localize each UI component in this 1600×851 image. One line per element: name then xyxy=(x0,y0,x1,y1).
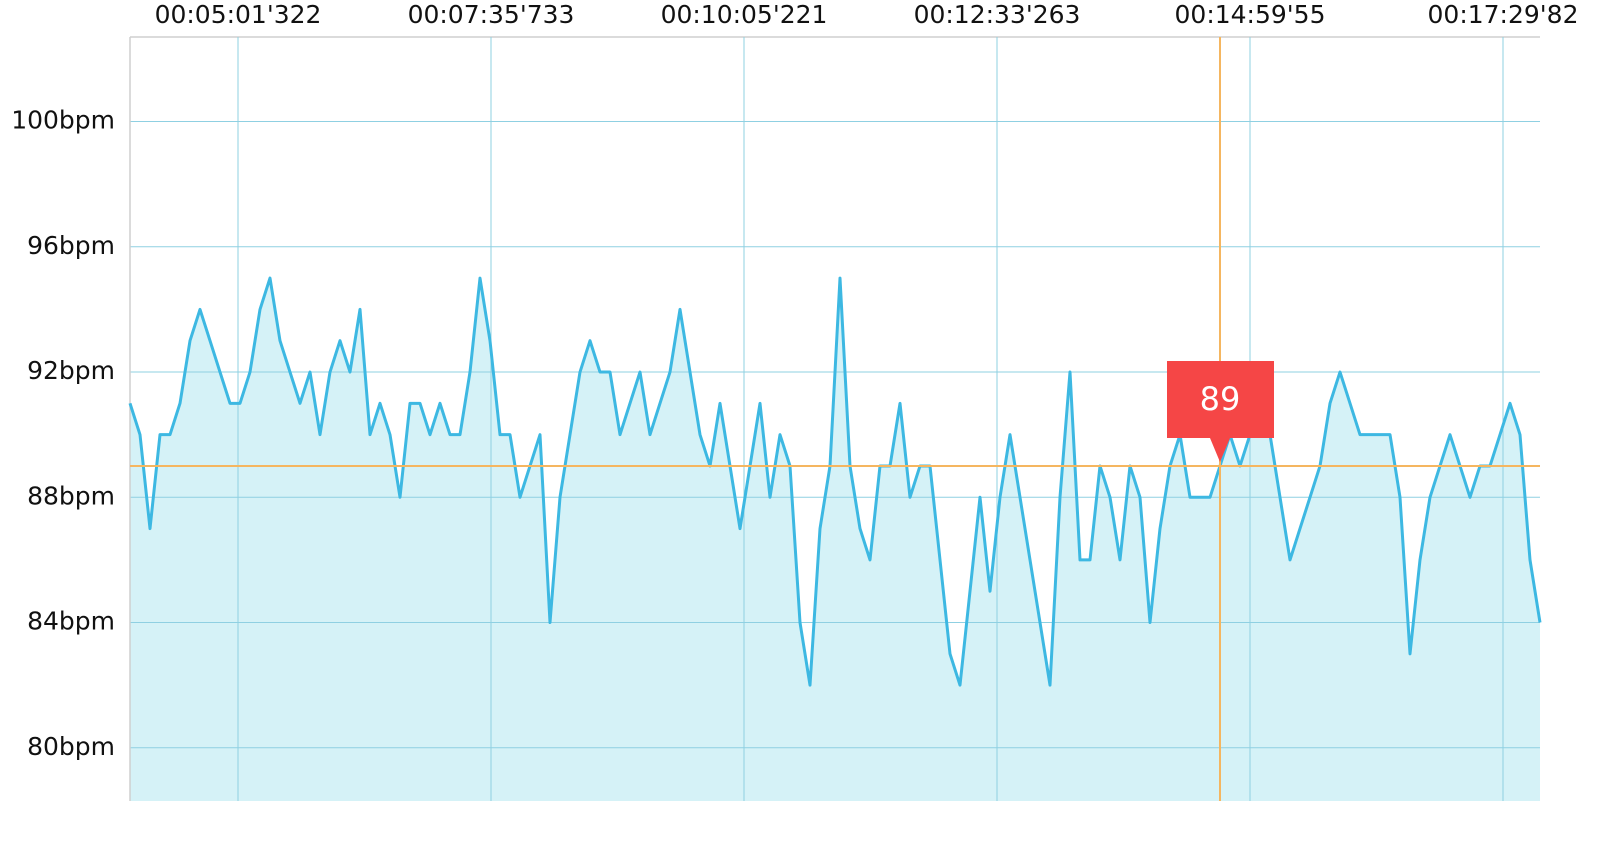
area-fill xyxy=(130,278,1540,801)
y-tick-label: 84bpm xyxy=(27,607,115,636)
x-tick-label: 00:10:05'221 xyxy=(661,0,828,29)
tooltip-value: 89 xyxy=(1200,380,1241,418)
tooltip-box xyxy=(1167,361,1274,462)
line xyxy=(128,276,1542,687)
y-tick-label: 96bpm xyxy=(27,231,115,260)
x-tick-label: 00:14:59'55 xyxy=(1175,0,1326,29)
x-tick-label: 00:05:01'322 xyxy=(155,0,322,29)
x-tick-label: 00:07:35'733 xyxy=(408,0,575,29)
y-tick-label: 88bpm xyxy=(27,481,115,510)
x-tick-label: 00:17:29'82 xyxy=(1428,0,1579,29)
x-tick-label: 00:12:33'263 xyxy=(914,0,1081,29)
y-tick-label: 80bpm xyxy=(27,732,115,761)
y-tick-label: 92bpm xyxy=(27,356,115,385)
y-tick-label: 100bpm xyxy=(11,106,115,135)
